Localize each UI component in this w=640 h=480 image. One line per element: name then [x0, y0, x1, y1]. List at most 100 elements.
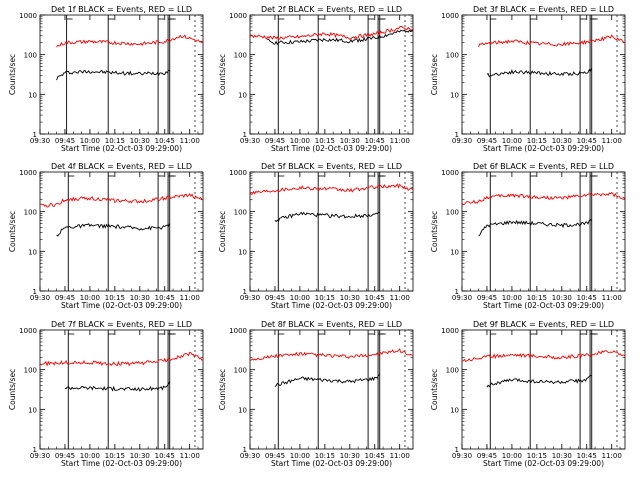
x-tick-label: 09:30 [240, 137, 260, 145]
plot-frame [249, 14, 414, 135]
series-line-lld [40, 193, 203, 208]
x-tick-label: 11:00 [602, 294, 622, 302]
x-tick-label: 10:15 [315, 137, 335, 145]
y-tick-label: 1 [33, 131, 37, 139]
x-tick-label: 09:45 [265, 294, 285, 302]
y-axis-label: Counts/sec [430, 369, 439, 410]
y-tick-label: 100 [24, 209, 37, 217]
x-tick-label: 10:30 [340, 137, 360, 145]
x-tick-label: 10:00 [502, 452, 522, 460]
y-tick-label: 100 [24, 367, 37, 375]
series-line-events [274, 374, 380, 388]
y-tick-label: 10 [450, 91, 459, 99]
x-tick-label: 10:15 [105, 452, 125, 460]
x-tick-label: 09:30 [452, 452, 472, 460]
plot-frame [249, 329, 414, 450]
y-tick-label: 1000 [19, 327, 37, 335]
detector-panel-7: Det 7f BLACK = Events, RED = LLD 1 10 100 10… [8, 320, 204, 468]
y-tick-label: 1000 [229, 327, 247, 335]
x-axis-label: Start Time (02-Oct-03 09:29:00) [483, 144, 604, 153]
detector-panel-2: Det 2f BLACK = Events, RED = LLD 1 10 100 10… [218, 5, 414, 153]
y-tick-label: 10 [28, 248, 37, 256]
x-tick-label: 10:15 [527, 452, 547, 460]
y-tick-label: 1 [455, 446, 459, 454]
x-tick-label: 09:45 [55, 452, 75, 460]
x-tick-label: 10:45 [365, 294, 385, 302]
x-tick-label: 10:00 [502, 137, 522, 145]
x-tick-label: 09:30 [452, 294, 472, 302]
y-tick-label: 1 [455, 288, 459, 296]
x-tick-label: 10:15 [315, 294, 335, 302]
plot-frame [39, 171, 204, 292]
series-line-lld [462, 350, 625, 362]
panel-title: Det 4f BLACK = Events, RED = LLD [51, 162, 192, 171]
x-tick-label: 10:15 [527, 137, 547, 145]
series-line-events [478, 219, 592, 237]
x-tick-label: 09:45 [55, 137, 75, 145]
x-tick-label: 09:45 [55, 294, 75, 302]
y-tick-label: 1 [33, 288, 37, 296]
series-line-lld [250, 25, 413, 41]
x-tick-label: 10:30 [130, 294, 150, 302]
y-tick-label: 100 [446, 367, 459, 375]
x-tick-label: 10:00 [290, 294, 310, 302]
panel-title: Det 5f BLACK = Events, RED = LLD [261, 162, 402, 171]
y-tick-label: 1 [243, 446, 247, 454]
y-tick-label: 10 [28, 406, 37, 414]
detector-panel-6: Det 6f BLACK = Events, RED = LLD 1 10 100 10… [430, 162, 626, 310]
plot-frame [39, 329, 204, 450]
x-tick-label: 10:30 [340, 452, 360, 460]
y-tick-label: 10 [238, 248, 247, 256]
series-line-lld [250, 348, 413, 361]
x-tick-label: 10:45 [155, 452, 175, 460]
x-tick-label: 10:30 [340, 294, 360, 302]
y-tick-label: 1 [455, 131, 459, 139]
y-tick-label: 100 [24, 52, 37, 60]
y-tick-label: 1000 [229, 12, 247, 20]
x-axis-label: Start Time (02-Oct-03 09:29:00) [483, 459, 604, 468]
y-tick-label: 1000 [19, 169, 37, 177]
x-tick-label: 10:45 [155, 294, 175, 302]
y-axis-label: Counts/sec [218, 211, 227, 252]
y-tick-label: 1 [33, 446, 37, 454]
x-tick-label: 09:45 [477, 137, 497, 145]
detector-panel-4: Det 4f BLACK = Events, RED = LLD 1 10 100 10… [8, 162, 204, 310]
y-axis-label: Counts/sec [8, 369, 17, 410]
x-tick-label: 10:45 [365, 452, 385, 460]
y-tick-label: 10 [28, 91, 37, 99]
y-tick-label: 100 [234, 209, 247, 217]
x-axis-label: Start Time (02-Oct-03 09:29:00) [61, 144, 182, 153]
x-tick-label: 10:45 [577, 137, 597, 145]
y-tick-label: 1000 [19, 12, 37, 20]
y-tick-label: 100 [446, 52, 459, 60]
x-tick-label: 10:15 [105, 294, 125, 302]
x-tick-label: 10:15 [315, 452, 335, 460]
x-axis-label: Start Time (02-Oct-03 09:29:00) [271, 144, 392, 153]
x-tick-label: 10:00 [290, 452, 310, 460]
x-tick-label: 09:30 [240, 294, 260, 302]
panel-title: Det 8f BLACK = Events, RED = LLD [261, 320, 402, 329]
y-axis-label: Counts/sec [430, 54, 439, 95]
y-tick-label: 10 [238, 91, 247, 99]
series-line-events [56, 69, 170, 81]
series-line-lld [462, 191, 625, 206]
plot-frame [249, 171, 414, 292]
detector-panel-3: Det 3f BLACK = Events, RED = LLD 1 10 100 10… [430, 5, 626, 153]
x-tick-label: 11:00 [602, 137, 622, 145]
series-line-events [486, 375, 592, 388]
y-tick-label: 10 [450, 248, 459, 256]
x-tick-label: 09:30 [30, 452, 50, 460]
x-tick-label: 10:00 [290, 137, 310, 145]
x-tick-label: 10:00 [80, 137, 100, 145]
x-tick-label: 09:45 [265, 137, 285, 145]
x-axis-label: Start Time (02-Oct-03 09:29:00) [271, 301, 392, 310]
y-axis-label: Counts/sec [430, 211, 439, 252]
x-tick-label: 10:45 [577, 294, 597, 302]
detector-panel-8: Det 8f BLACK = Events, RED = LLD 1 10 100 10… [218, 320, 414, 468]
panel-title: Det 3f BLACK = Events, RED = LLD [473, 5, 614, 14]
x-tick-label: 10:45 [155, 137, 175, 145]
detector-panel-5: Det 5f BLACK = Events, RED = LLD 1 10 100 10… [218, 162, 414, 310]
x-axis-label: Start Time (02-Oct-03 09:29:00) [61, 301, 182, 310]
panel-title: Det 7f BLACK = Events, RED = LLD [51, 320, 192, 329]
x-tick-label: 10:30 [130, 137, 150, 145]
